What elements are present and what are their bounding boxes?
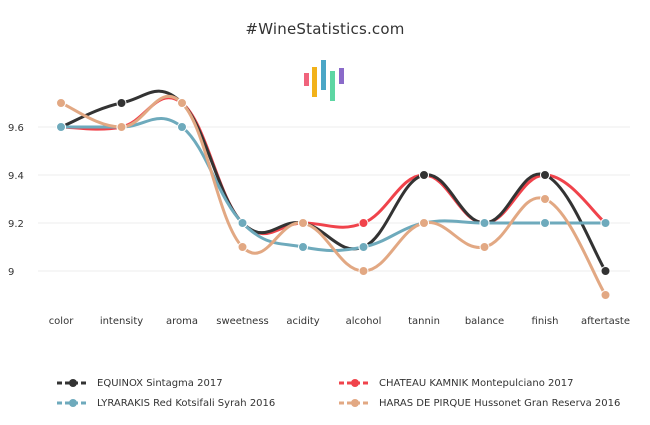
legend-swatch-icon (57, 399, 89, 407)
data-point (540, 218, 550, 228)
y-tick-label: 9.6 (8, 123, 24, 134)
data-point (600, 290, 611, 300)
data-point (419, 218, 429, 228)
data-point (298, 242, 308, 252)
legend-item-haras-de-pirque[interactable]: HARAS DE PIRQUE Hussonet Gran Reserva 20… (337, 397, 620, 409)
x-tick-label: alcohol (346, 316, 382, 327)
data-point (56, 122, 66, 132)
data-point (358, 242, 369, 252)
data-point (116, 122, 127, 132)
legend-swatch-icon (339, 399, 371, 407)
x-tick-label: finish (532, 316, 559, 327)
legend-swatch-icon (339, 379, 371, 387)
logo-bar (321, 60, 326, 90)
y-tick-label: 9 (8, 267, 14, 278)
logo-bar (304, 73, 309, 86)
y-tick-label: 9.4 (8, 171, 24, 182)
data-point (600, 266, 611, 276)
data-point (237, 218, 248, 228)
legend-label: HARAS DE PIRQUE Hussonet Gran Reserva 20… (379, 397, 621, 409)
logo-bar (330, 71, 335, 101)
legend-item-lyrarakis[interactable]: LYRARAKIS Red Kotsifali Syrah 2016 (55, 397, 275, 409)
data-point (237, 242, 248, 252)
data-point (116, 98, 127, 108)
data-point (600, 218, 611, 228)
data-point (177, 98, 187, 108)
data-point (419, 170, 429, 180)
legend-swatch-icon (57, 379, 89, 387)
logo-bar (312, 67, 317, 97)
data-point (540, 194, 550, 204)
x-tick-label: aroma (166, 316, 198, 327)
series-line (59, 96, 607, 236)
legend-item-equinox[interactable]: EQUINOX Sintagma 2017 (55, 377, 223, 389)
y-tick-label: 9.2 (8, 219, 24, 230)
x-tick-label: intensity (100, 316, 143, 327)
data-point (540, 170, 550, 180)
x-tick-label: tannin (408, 316, 440, 327)
series-line (59, 116, 607, 253)
data-point (358, 218, 369, 228)
data-point (479, 242, 490, 252)
data-point (298, 218, 308, 228)
line-chart: 9 9.2 9.4 9.6 color intensity aroma sweetness ac… (8, 89, 630, 327)
x-tick-label: acidity (286, 316, 319, 327)
legend-label: LYRARAKIS Red Kotsifali Syrah 2016 (97, 397, 276, 409)
winestatistics-logo-icon (304, 60, 344, 101)
legend-label: EQUINOX Sintagma 2017 (97, 377, 223, 389)
x-tick-label: aftertaste (581, 316, 630, 327)
x-tick-label: sweetness (216, 316, 269, 327)
data-point (358, 266, 369, 276)
chart-title: #WineStatistics.com (245, 20, 405, 38)
data-point (56, 98, 66, 108)
x-tick-label: balance (465, 316, 504, 327)
data-point (177, 122, 187, 132)
legend-label: CHATEAU KAMNIK Montepulciano 2017 (379, 377, 574, 389)
legend-item-chateau-kamnik[interactable]: CHATEAU KAMNIK Montepulciano 2017 (337, 377, 573, 389)
series-line (59, 89, 607, 273)
series-line (59, 94, 607, 297)
x-tick-label: color (49, 316, 75, 327)
logo-bar (339, 68, 344, 84)
data-point (479, 218, 490, 228)
